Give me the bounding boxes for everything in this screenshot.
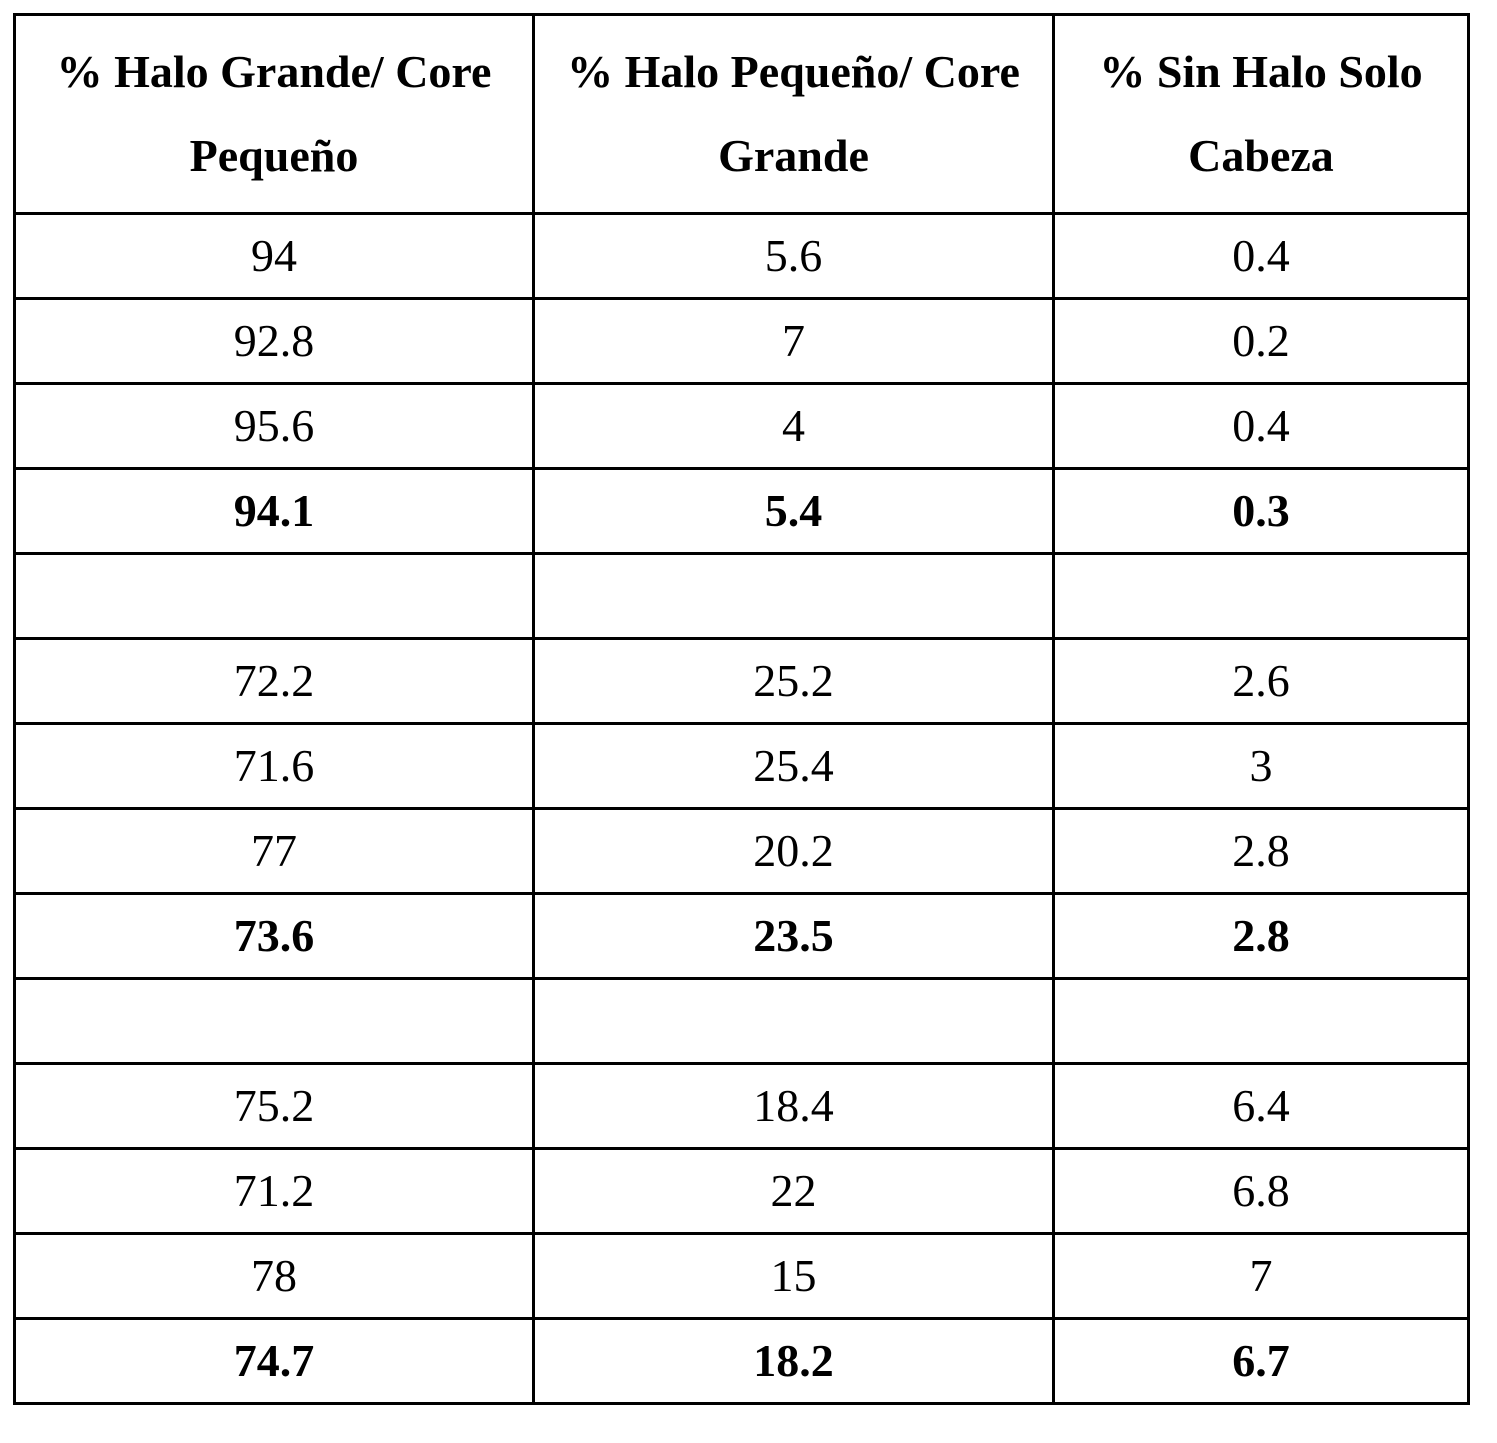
table-cell: 0.4 bbox=[1054, 214, 1469, 299]
table-cell: 2.8 bbox=[1054, 809, 1469, 894]
table-row bbox=[15, 979, 1469, 1064]
table-row: 71.2226.8 bbox=[15, 1149, 1469, 1234]
column-header: % Halo Grande/ Core Pequeño bbox=[15, 15, 534, 214]
table-cell: 7 bbox=[1054, 1234, 1469, 1319]
table-cell: 7 bbox=[534, 299, 1054, 384]
header-row: % Halo Grande/ Core Pequeño % Halo Peque… bbox=[15, 15, 1469, 214]
table-row: 95.640.4 bbox=[15, 384, 1469, 469]
table-cell: 2.8 bbox=[1054, 894, 1469, 979]
table-cell: 5.4 bbox=[534, 469, 1054, 554]
table-cell: 72.2 bbox=[15, 639, 534, 724]
table-cell: 94.1 bbox=[15, 469, 534, 554]
table-cell: 18.2 bbox=[534, 1319, 1054, 1404]
table-cell: 18.4 bbox=[534, 1064, 1054, 1149]
table-cell bbox=[534, 979, 1054, 1064]
table-cell: 92.8 bbox=[15, 299, 534, 384]
table-cell: 0.4 bbox=[1054, 384, 1469, 469]
table-row: 78157 bbox=[15, 1234, 1469, 1319]
summary-row: 74.718.26.7 bbox=[15, 1319, 1469, 1404]
table-cell: 25.2 bbox=[534, 639, 1054, 724]
table-cell: 5.6 bbox=[534, 214, 1054, 299]
table-body: 945.60.492.870.295.640.494.15.40.372.225… bbox=[15, 214, 1469, 1404]
table-cell bbox=[1054, 554, 1469, 639]
table-cell: 73.6 bbox=[15, 894, 534, 979]
table-cell: 22 bbox=[534, 1149, 1054, 1234]
table-row bbox=[15, 554, 1469, 639]
column-header: % Sin Halo Solo Cabeza bbox=[1054, 15, 1469, 214]
table-cell: 77 bbox=[15, 809, 534, 894]
table-cell: 94 bbox=[15, 214, 534, 299]
table-cell: 0.3 bbox=[1054, 469, 1469, 554]
table-cell: 3 bbox=[1054, 724, 1469, 809]
table-row: 75.218.46.4 bbox=[15, 1064, 1469, 1149]
table-cell: 20.2 bbox=[534, 809, 1054, 894]
table-cell: 25.4 bbox=[534, 724, 1054, 809]
table-cell: 23.5 bbox=[534, 894, 1054, 979]
results-table: % Halo Grande/ Core Pequeño % Halo Peque… bbox=[13, 13, 1470, 1405]
table-row: 92.870.2 bbox=[15, 299, 1469, 384]
table-row: 945.60.4 bbox=[15, 214, 1469, 299]
table-cell: 78 bbox=[15, 1234, 534, 1319]
table-cell: 15 bbox=[534, 1234, 1054, 1319]
column-header: % Halo Pequeño/ Core Grande bbox=[534, 15, 1054, 214]
table-cell: 6.8 bbox=[1054, 1149, 1469, 1234]
summary-row: 94.15.40.3 bbox=[15, 469, 1469, 554]
table-cell bbox=[15, 554, 534, 639]
table-cell: 0.2 bbox=[1054, 299, 1469, 384]
table-row: 71.625.43 bbox=[15, 724, 1469, 809]
table-cell: 95.6 bbox=[15, 384, 534, 469]
table-cell: 6.4 bbox=[1054, 1064, 1469, 1149]
table-cell: 75.2 bbox=[15, 1064, 534, 1149]
summary-row: 73.623.52.8 bbox=[15, 894, 1469, 979]
table-cell bbox=[534, 554, 1054, 639]
table-row: 7720.22.8 bbox=[15, 809, 1469, 894]
table-cell: 4 bbox=[534, 384, 1054, 469]
table-cell: 74.7 bbox=[15, 1319, 534, 1404]
table-cell bbox=[15, 979, 534, 1064]
table-cell: 71.2 bbox=[15, 1149, 534, 1234]
table-cell: 6.7 bbox=[1054, 1319, 1469, 1404]
table-cell bbox=[1054, 979, 1469, 1064]
table-cell: 71.6 bbox=[15, 724, 534, 809]
table-row: 72.225.22.6 bbox=[15, 639, 1469, 724]
table-cell: 2.6 bbox=[1054, 639, 1469, 724]
